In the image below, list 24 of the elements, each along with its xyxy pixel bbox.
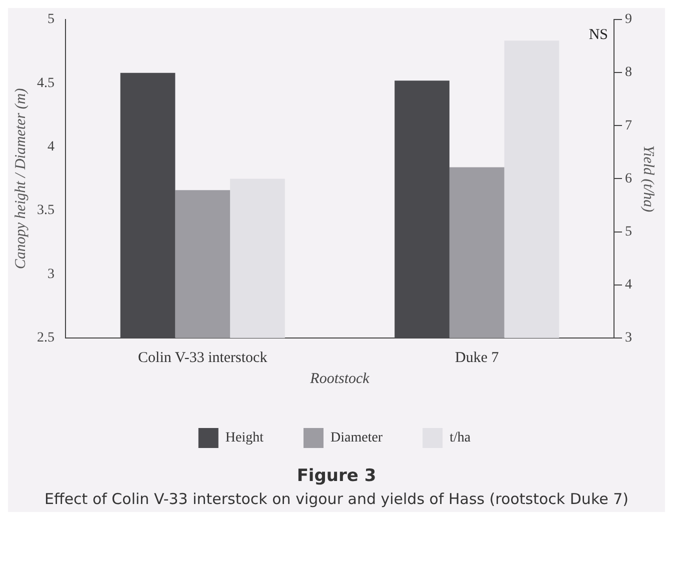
text: Figure 3 xyxy=(296,466,378,486)
y2-tick-label: 9 xyxy=(625,12,632,28)
y-tick-label: 3.5 xyxy=(37,203,54,218)
y2-tick-label: 8 xyxy=(625,65,632,80)
y-axis-title: Canopy height / Diameter (m) xyxy=(12,88,29,270)
annotation: NS xyxy=(588,26,608,43)
y-tick-label: 5 xyxy=(48,12,54,28)
legend-label: t/ha xyxy=(450,430,472,446)
x-tick-label: Duke 7 xyxy=(455,350,500,366)
y-tick-label: 3 xyxy=(48,266,54,282)
y2-tick-label: 7 xyxy=(625,118,632,134)
y-tick-label: 2.5 xyxy=(37,330,54,346)
y2-tick-label: 6 xyxy=(625,171,632,186)
y2-tick-label: 4 xyxy=(625,278,632,293)
y-tick-label: 4.5 xyxy=(37,76,54,91)
legend-label: Height xyxy=(225,430,264,446)
y2-tick-label: 3 xyxy=(625,330,632,346)
y2-axis-title: Yield (t/ha) xyxy=(640,145,656,212)
legend-label: Diameter xyxy=(330,430,383,446)
x-axis-title: Rootstock xyxy=(309,370,370,387)
y-tick-label: 4 xyxy=(48,140,54,155)
x-tick-label: Colin V-33 interstock xyxy=(138,350,268,366)
y2-tick-label: 5 xyxy=(625,224,632,240)
text: Effect of Colin V-33 interstock on vigour and yields of Hass (rootstock Duke 7) xyxy=(44,489,630,510)
